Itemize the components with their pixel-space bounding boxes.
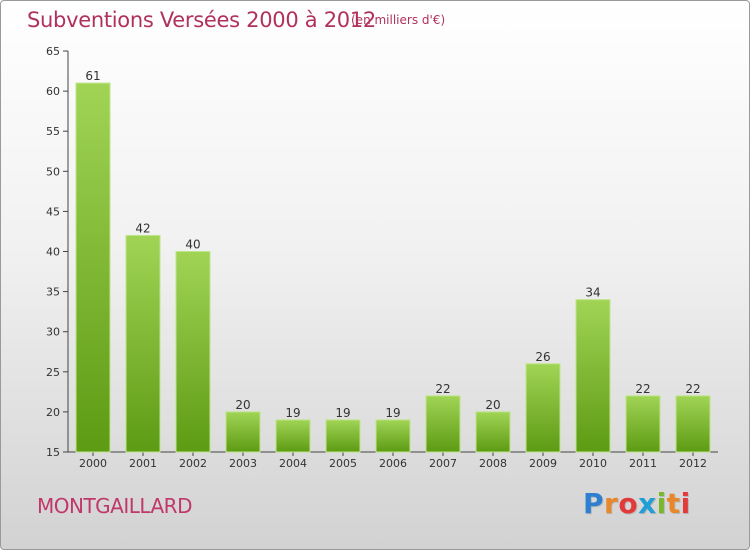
value-label-2011: 22 bbox=[635, 382, 650, 396]
value-label-2001: 42 bbox=[135, 221, 150, 235]
bar-2007 bbox=[425, 395, 461, 453]
bars bbox=[75, 82, 711, 453]
logo-letter: o bbox=[618, 487, 639, 520]
logo-letter: r bbox=[604, 487, 619, 520]
value-label-2006: 19 bbox=[385, 406, 400, 420]
bar-2008 bbox=[475, 411, 511, 453]
value-label-2008: 20 bbox=[485, 398, 500, 412]
y-tick-label: 60 bbox=[46, 85, 60, 98]
x-tick-label: 2005 bbox=[329, 457, 357, 470]
x-tick-label: 2000 bbox=[79, 457, 107, 470]
x-tick-label: 2003 bbox=[229, 457, 257, 470]
y-tick-label: 20 bbox=[46, 406, 60, 419]
y-tick-label: 50 bbox=[46, 165, 60, 178]
y-tick-label: 35 bbox=[46, 286, 60, 299]
value-label-2002: 40 bbox=[185, 238, 200, 252]
y-tick-label: 55 bbox=[46, 125, 60, 138]
value-label-2004: 19 bbox=[285, 406, 300, 420]
x-tick-label: 2006 bbox=[379, 457, 407, 470]
bar-2006 bbox=[375, 419, 411, 453]
proxiti-logo[interactable]: Proxiti bbox=[583, 487, 691, 520]
chart-subtitle: (en milliers d'€) bbox=[351, 13, 446, 27]
y-tick-label: 15 bbox=[46, 446, 60, 459]
axes: 15 20 25 30 35 40 45 50 55 60 65 2000 2001 2002 2003 20… bbox=[46, 45, 718, 470]
bar-2010 bbox=[575, 299, 611, 453]
logo-letter: t bbox=[666, 487, 681, 520]
bar-2003 bbox=[225, 411, 261, 453]
bar-2004 bbox=[275, 419, 311, 453]
value-label-2012: 22 bbox=[685, 382, 700, 396]
bar-2002 bbox=[175, 251, 211, 453]
x-tick-label: 2011 bbox=[629, 457, 657, 470]
value-label-2003: 20 bbox=[235, 398, 250, 412]
x-tick-label: 2001 bbox=[129, 457, 157, 470]
bar-2001 bbox=[125, 234, 161, 453]
x-tick-label: 2002 bbox=[179, 457, 207, 470]
value-label-2005: 19 bbox=[335, 406, 350, 420]
x-tick-label: 2007 bbox=[429, 457, 457, 470]
y-tick-label: 40 bbox=[46, 246, 60, 259]
x-tick-label: 2010 bbox=[579, 457, 607, 470]
bar-2009 bbox=[525, 363, 561, 453]
bar-2005 bbox=[325, 419, 361, 453]
y-tick-label: 65 bbox=[46, 45, 60, 58]
value-label-2007: 22 bbox=[435, 382, 450, 396]
logo-letter: i bbox=[656, 487, 667, 520]
logo-letter: x bbox=[638, 487, 657, 520]
y-tick-label: 30 bbox=[46, 326, 60, 339]
value-label-2000: 61 bbox=[85, 69, 100, 83]
logo-letter: i bbox=[680, 487, 691, 520]
bar-2000 bbox=[75, 82, 111, 453]
commune-name: MONTGAILLARD bbox=[37, 494, 192, 518]
data-labels: 61 42 40 20 19 19 19 22 20 26 34 22 22 bbox=[85, 69, 700, 420]
x-tick-label: 2004 bbox=[279, 457, 307, 470]
bar-2011 bbox=[625, 395, 661, 453]
y-tick-label: 25 bbox=[46, 366, 60, 379]
value-label-2010: 34 bbox=[585, 286, 600, 300]
chart-title: Subventions Versées 2000 à 2012 bbox=[27, 8, 376, 32]
x-tick-label: 2008 bbox=[479, 457, 507, 470]
bar-2012 bbox=[675, 395, 711, 453]
x-tick-label: 2012 bbox=[679, 457, 707, 470]
x-tick-label: 2009 bbox=[529, 457, 557, 470]
logo-letter: P bbox=[583, 487, 605, 520]
y-tick-label: 45 bbox=[46, 205, 60, 218]
value-label-2009: 26 bbox=[535, 350, 550, 364]
